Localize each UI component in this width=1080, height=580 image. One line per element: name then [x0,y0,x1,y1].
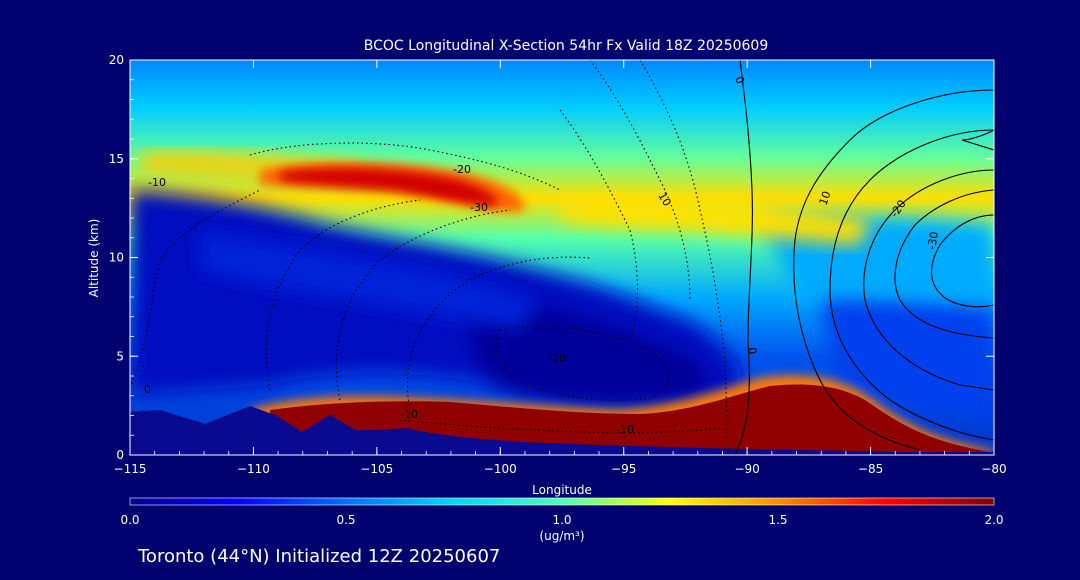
x-tick-label: −85 [858,462,883,476]
contour-label: 0 [732,75,747,86]
colorbar [129,497,995,506]
contour-label: -30 [470,201,488,214]
contour-label: 0 [144,383,151,396]
colorbar-tick-label: 1.5 [768,513,787,527]
x-tick-label: −80 [981,462,1006,476]
yellow-upper-layer [560,197,870,245]
y-tick-label: 5 [116,349,124,363]
contour-label: 0 [745,346,759,355]
contour-solid-line [961,129,994,151]
contour-label: -30 [925,231,941,251]
contour-solid-line [894,189,994,339]
plot-area [130,60,994,455]
contour-solid-line [793,89,994,451]
colorbar-unit-label: (ug/m³) [539,529,584,543]
lowest-concentration-core [470,300,708,405]
footer-text: Toronto (44°N) Initialized 12Z 20250607 [137,546,500,567]
y-tick-label: 20 [109,53,124,67]
contour-solid-line [931,214,994,308]
y-axis-label: Altitude (km) [87,219,101,298]
contour-labels: -10 -20 -30 -10 0 10 -20 -10 0 10 -20 -3… [144,75,941,436]
contour-label: 10 [817,189,834,207]
x-tick-label: −100 [484,462,517,476]
contour-solid-line [829,129,994,441]
colorbar-tick-label: 1.0 [552,513,571,527]
contour-dotted-line [495,325,669,401]
contour-label: -10 [148,176,166,189]
contour-label: -10 [400,408,418,421]
contour-label: -10 [616,423,634,436]
x-axis: −115 −110 −105 −100 −95 −90 −85 −80 [114,60,1007,476]
contour-solid-line [734,60,753,455]
y-tick-label: 10 [109,251,124,265]
contour-dotted-line [394,419,721,434]
chart-title: BCOC Longitudinal X-Section 54hr Fx Vali… [364,38,768,54]
x-tick-label: −115 [114,462,147,476]
contour-solid-line [863,169,994,391]
y-tick-label: 15 [109,152,124,166]
colorbar-tick-label: 0.5 [336,513,355,527]
colorbar-ticks: 0.0 0.5 1.0 1.5 2.0 [120,513,1003,527]
concentration-features [130,151,994,455]
x-axis-label: Longitude [532,483,592,497]
contour-dotted-line [639,60,729,455]
temperature-contours [130,60,994,455]
x-tick-label: −110 [237,462,270,476]
x-tick-label: −90 [734,462,759,476]
contour-dotted-line [249,142,561,191]
mid-level-blue-band [200,230,540,330]
contour-label: -20 [453,163,471,176]
colorbar-tick-label: 0.0 [120,513,139,527]
contour-label: 10 [655,190,673,209]
contour-dotted-line [130,189,261,389]
x-tick-label: −95 [611,462,636,476]
colorbar-tick-label: 2.0 [984,513,1003,527]
terrain-profile [130,406,994,455]
y-axis: 0 5 10 15 20 [109,53,994,462]
contour-label: -20 [548,352,566,365]
smoke-plume-core [280,168,499,206]
y-tick-label: 0 [116,448,124,462]
x-tick-label: −105 [360,462,393,476]
